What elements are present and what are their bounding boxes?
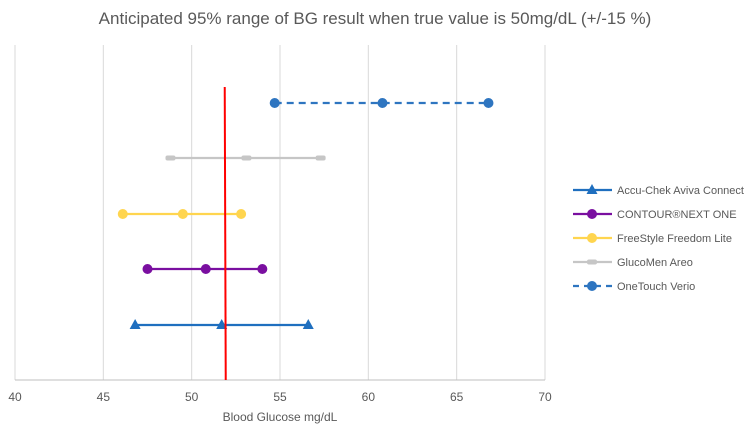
data-point-circle xyxy=(142,264,153,274)
legend-label: OneTouch Verio xyxy=(617,281,695,293)
legend-item: Accu-Chek Aviva Connect xyxy=(573,184,744,197)
legend-label: Accu-Chek Aviva Connect xyxy=(617,185,744,197)
data-point-triangle xyxy=(586,184,598,194)
legend-item: OneTouch Verio xyxy=(573,281,695,293)
series-contour-next-one xyxy=(142,264,268,274)
x-axis-label: Blood Glucose mg/dL xyxy=(223,410,338,424)
data-point-circle xyxy=(117,209,128,219)
data-point-circle xyxy=(257,264,268,274)
data-point-dash xyxy=(165,155,176,161)
data-point-circle xyxy=(236,209,247,219)
data-point-circle xyxy=(483,98,494,108)
series-onetouch-verio xyxy=(269,98,494,108)
x-tick-label: 50 xyxy=(185,390,199,404)
data-point-dash xyxy=(587,259,597,265)
x-tick-label: 55 xyxy=(273,390,287,404)
legend-label: FreeStyle Freedom Lite xyxy=(617,233,732,245)
series-freestyle-freedom-lite xyxy=(117,209,247,219)
data-point-circle xyxy=(377,98,388,108)
legend-item: GlucoMen Areo xyxy=(573,257,693,269)
data-point-circle xyxy=(587,209,597,219)
legend-item: CONTOUR®NEXT ONE xyxy=(573,209,737,221)
reference-line xyxy=(223,86,227,381)
legend-item: FreeStyle Freedom Lite xyxy=(573,233,732,245)
legend-label: CONTOUR®NEXT ONE xyxy=(617,209,737,221)
x-tick-label: 65 xyxy=(450,390,464,404)
x-tick-label: 40 xyxy=(8,390,22,404)
chart-title: Anticipated 95% range of BG result when … xyxy=(99,9,652,28)
data-point-triangle xyxy=(302,319,314,329)
x-tick-label: 70 xyxy=(538,390,552,404)
data-point-circle xyxy=(587,281,597,291)
x-tick-label: 45 xyxy=(97,390,111,404)
x-tick-label: 60 xyxy=(362,390,376,404)
data-point-triangle xyxy=(129,319,141,329)
data-point-dash xyxy=(241,155,252,161)
data-point-circle xyxy=(200,264,211,274)
data-point-triangle xyxy=(216,319,228,329)
data-point-circle xyxy=(269,98,280,108)
legend-label: GlucoMen Areo xyxy=(617,257,693,269)
data-point-dash xyxy=(315,155,326,161)
data-point-circle xyxy=(587,233,597,243)
series-glucomen-areo xyxy=(165,155,326,161)
series-accu-chek-aviva-connect xyxy=(129,319,314,329)
data-point-circle xyxy=(177,209,188,219)
